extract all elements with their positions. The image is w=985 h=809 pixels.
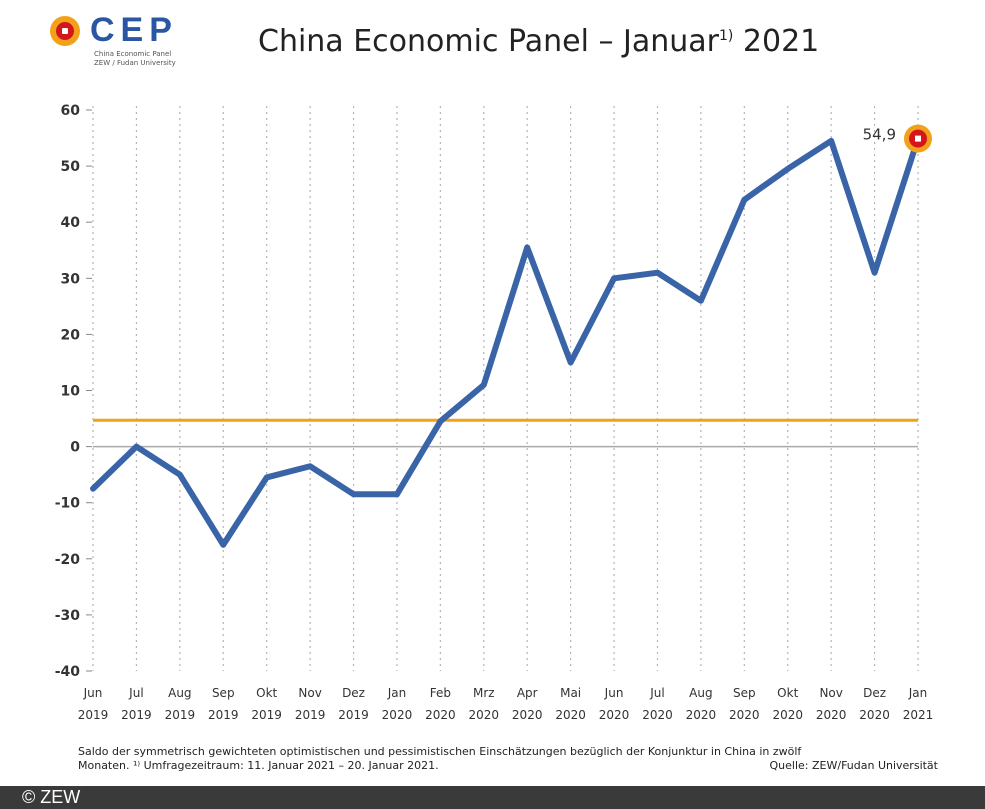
data-point [785,166,791,172]
x-tick-label-year: 2020 [599,708,630,722]
x-tick-label-month: Dez [342,686,365,700]
data-point [698,298,704,304]
data-point [524,244,530,250]
x-tick-label-year: 2020 [859,708,890,722]
data-point [133,444,139,450]
chart-title-year: 2021 [733,24,820,59]
y-tick-label: 10 [61,384,81,400]
x-tick-label-month: Nov [298,686,321,700]
x-tick-label-month: Jul [649,686,664,700]
data-point [568,359,574,365]
chart-title-footnote-mark: 1) [718,28,734,44]
data-point [741,197,747,203]
x-tick-label-year: 2020 [642,708,673,722]
x-tick-label-month: Jun [604,686,624,700]
x-tick-label-year: 2020 [816,708,847,722]
x-tick-label-year: 2020 [512,708,543,722]
data-point [307,463,313,469]
line-chart: 6050403020100-10-20-30-40Jun2019Jul2019A… [55,103,934,722]
x-tick-label-year: 2019 [208,708,239,722]
x-tick-label-year: 2020 [772,708,803,722]
data-point [611,275,617,281]
cep-logo-mark-icon [50,16,80,46]
x-tick-label-year: 2020 [555,708,586,722]
x-tick-label-month: Jan [908,686,928,700]
y-tick-label: -30 [55,608,81,624]
data-point [90,486,96,492]
y-tick-label: 40 [61,215,81,231]
data-point [872,270,878,276]
logo-text: CEP [90,11,178,49]
y-tick-label: 20 [61,327,81,343]
x-tick-label-month: Sep [212,686,235,700]
highlight-marker-center [915,135,921,142]
logo-subtitle: China Economic Panel ZEW / Fudan Univers… [94,50,176,68]
y-tick-label: 0 [70,440,80,456]
cep-logo: CEP China Economic Panel ZEW / Fudan Uni… [50,11,220,74]
x-tick-label-year: 2020 [469,708,500,722]
footnote-source: Quelle: ZEW/Fudan Universität [769,759,938,772]
chart-footnote: Saldo der symmetrisch gewichteten optimi… [78,745,938,773]
logo-subtitle-line1: China Economic Panel [94,50,172,58]
y-tick-label: 30 [61,271,81,287]
x-tick-label-month: Dez [863,686,886,700]
highlight-value-label: 54,9 [863,126,896,144]
x-tick-label-month: Okt [256,686,277,700]
footnote-line1: Saldo der symmetrisch gewichteten optimi… [78,745,802,758]
x-tick-label-year: 2019 [295,708,326,722]
data-point [264,474,270,480]
x-tick-label-month: Okt [777,686,798,700]
data-point [177,472,183,478]
data-point [437,418,443,424]
x-tick-label-month: Mrz [473,686,495,700]
x-tick-label-year: 2020 [425,708,456,722]
data-point [394,491,400,497]
x-tick-label-year: 2019 [121,708,152,722]
x-tick-label-year: 2019 [165,708,196,722]
data-point [220,542,226,548]
x-tick-label-year: 2019 [251,708,282,722]
x-tick-label-month: Apr [517,686,538,700]
x-tick-label-year: 2020 [686,708,717,722]
x-tick-label-year: 2020 [729,708,760,722]
x-tick-label-month: Nov [819,686,842,700]
data-point [481,382,487,388]
x-tick-label-year: 2019 [78,708,109,722]
x-tick-label-month: Jul [128,686,143,700]
chart-title: China Economic Panel – Januar1) 2021 [258,24,819,59]
x-tick-label-month: Jan [387,686,407,700]
copyright-text: © ZEW [22,787,81,807]
x-tick-label-month: Jun [83,686,103,700]
y-tick-label: -20 [55,552,81,568]
y-tick-label: -10 [55,496,81,512]
x-tick-label-year: 2021 [903,708,934,722]
x-tick-label-month: Aug [689,686,712,700]
logo-subtitle-line2: ZEW / Fudan University [94,59,176,67]
x-tick-label-year: 2019 [338,708,369,722]
copyright-bar: © ZEW [0,786,985,809]
y-tick-label: -40 [55,664,81,680]
x-tick-label-year: 2020 [382,708,413,722]
x-tick-label-month: Aug [168,686,191,700]
series-line [90,135,921,548]
y-tick-label: 60 [61,103,81,119]
x-tick-label-month: Feb [430,686,451,700]
x-tick-label-month: Mai [560,686,581,700]
y-tick-label: 50 [61,159,81,175]
x-tick-label-month: Sep [733,686,756,700]
chart-title-main: China Economic Panel – Januar [258,24,719,59]
data-point [828,138,834,144]
data-point [654,270,660,276]
data-point [351,491,357,497]
footnote-line2: Monaten. ¹⁾ Umfragezeitraum: 11. Januar … [78,759,439,772]
